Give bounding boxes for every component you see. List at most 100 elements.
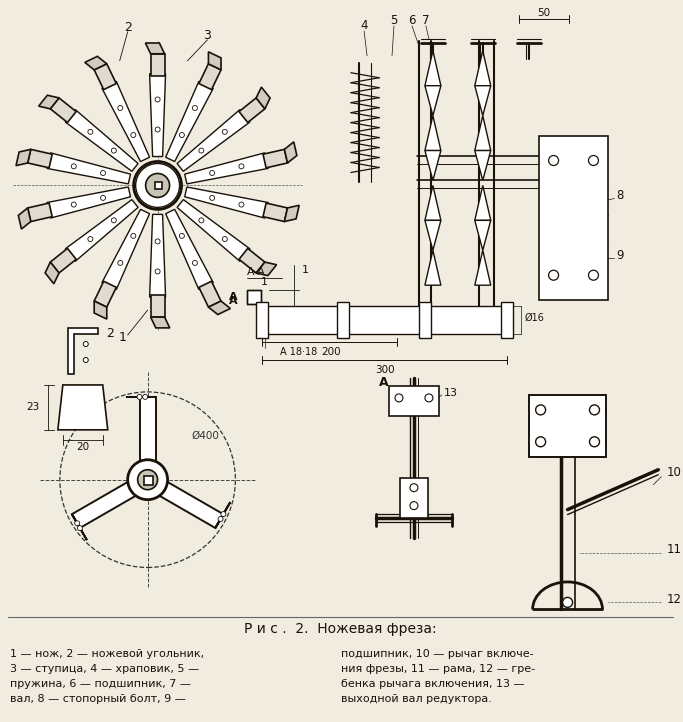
- Circle shape: [134, 162, 182, 209]
- Circle shape: [155, 269, 160, 274]
- Polygon shape: [94, 301, 107, 319]
- Polygon shape: [475, 86, 491, 116]
- Circle shape: [117, 105, 123, 110]
- Text: 3 — ступица, 4 — храповик, 5 —: 3 — ступица, 4 — храповик, 5 —: [10, 664, 199, 674]
- Text: 3: 3: [204, 30, 212, 43]
- Polygon shape: [199, 282, 221, 307]
- Polygon shape: [425, 186, 441, 220]
- Text: ния фрезы, 11 — рама, 12 — гре-: ния фрезы, 11 — рама, 12 — гре-: [341, 664, 535, 674]
- Text: 11: 11: [667, 543, 682, 556]
- Circle shape: [100, 170, 106, 175]
- Circle shape: [83, 342, 88, 347]
- Bar: [529, 395, 607, 457]
- Text: Ø16: Ø16: [525, 313, 544, 323]
- Circle shape: [143, 394, 148, 399]
- Polygon shape: [150, 74, 165, 157]
- Polygon shape: [475, 151, 491, 180]
- Circle shape: [199, 148, 204, 153]
- Polygon shape: [72, 482, 136, 528]
- Polygon shape: [208, 52, 221, 70]
- Circle shape: [563, 597, 572, 607]
- Text: 200: 200: [321, 347, 341, 357]
- Text: подшипник, 10 — рычаг включе-: подшипник, 10 — рычаг включе-: [341, 649, 533, 659]
- Text: 9: 9: [617, 249, 624, 262]
- Polygon shape: [177, 199, 250, 261]
- Polygon shape: [425, 220, 441, 251]
- Polygon shape: [39, 95, 59, 109]
- Polygon shape: [66, 110, 138, 171]
- Polygon shape: [475, 116, 491, 151]
- Text: 2: 2: [124, 22, 132, 35]
- Text: выходной вал редуктора.: выходной вал редуктора.: [341, 694, 492, 704]
- Polygon shape: [66, 199, 138, 261]
- Text: 7: 7: [422, 14, 430, 27]
- Bar: [143, 476, 152, 484]
- Circle shape: [145, 173, 169, 197]
- Polygon shape: [475, 51, 491, 86]
- Polygon shape: [256, 262, 277, 276]
- Text: пружина, 6 — подшипник, 7 —: пружина, 6 — подшипник, 7 —: [10, 679, 191, 690]
- Text: 20: 20: [76, 442, 89, 452]
- Polygon shape: [145, 43, 165, 53]
- Polygon shape: [151, 295, 165, 317]
- Polygon shape: [51, 248, 76, 273]
- Circle shape: [83, 357, 88, 362]
- Text: 1 — нож, 2 — ножевой угольник,: 1 — нож, 2 — ножевой угольник,: [10, 649, 204, 659]
- Bar: [247, 290, 262, 304]
- Polygon shape: [45, 262, 59, 284]
- Circle shape: [193, 105, 197, 110]
- Polygon shape: [425, 151, 441, 180]
- Circle shape: [589, 437, 600, 447]
- Circle shape: [589, 270, 598, 280]
- Polygon shape: [425, 86, 441, 116]
- Text: 8: 8: [617, 189, 624, 202]
- Polygon shape: [425, 51, 441, 86]
- Bar: [389, 386, 439, 416]
- Polygon shape: [166, 82, 213, 162]
- Circle shape: [138, 470, 158, 490]
- Polygon shape: [256, 87, 270, 109]
- Polygon shape: [18, 208, 31, 229]
- Circle shape: [535, 437, 546, 447]
- Text: вал, 8 — стопорный болт, 9 —: вал, 8 — стопорный болт, 9 —: [10, 694, 186, 704]
- Polygon shape: [151, 53, 165, 76]
- Circle shape: [239, 164, 244, 169]
- Polygon shape: [150, 214, 165, 297]
- Polygon shape: [475, 186, 491, 220]
- Polygon shape: [184, 153, 268, 184]
- Circle shape: [199, 218, 204, 223]
- Bar: [154, 183, 162, 189]
- Bar: [419, 302, 431, 338]
- Polygon shape: [94, 282, 116, 307]
- Text: A-A: A-A: [247, 267, 266, 277]
- Circle shape: [193, 261, 197, 266]
- Circle shape: [589, 155, 598, 165]
- Text: 10: 10: [667, 466, 681, 479]
- Polygon shape: [239, 248, 265, 273]
- Circle shape: [589, 405, 600, 415]
- Circle shape: [548, 270, 559, 280]
- Bar: [501, 302, 513, 338]
- Polygon shape: [47, 153, 130, 184]
- Polygon shape: [215, 502, 230, 528]
- Polygon shape: [51, 98, 76, 123]
- Circle shape: [131, 133, 136, 137]
- Text: Ø400: Ø400: [191, 431, 219, 441]
- Polygon shape: [28, 203, 52, 222]
- Text: 2: 2: [106, 326, 113, 339]
- Circle shape: [100, 196, 106, 201]
- Circle shape: [111, 148, 116, 153]
- Text: 50: 50: [537, 8, 550, 18]
- Circle shape: [137, 394, 142, 399]
- Polygon shape: [72, 514, 87, 540]
- Text: 300: 300: [375, 365, 394, 375]
- Circle shape: [410, 502, 418, 510]
- Circle shape: [155, 97, 160, 102]
- Text: 6: 6: [408, 14, 416, 27]
- Polygon shape: [58, 385, 108, 430]
- Polygon shape: [151, 317, 170, 328]
- Polygon shape: [475, 251, 491, 285]
- Bar: [337, 302, 349, 338]
- Polygon shape: [159, 482, 223, 528]
- Circle shape: [71, 164, 76, 169]
